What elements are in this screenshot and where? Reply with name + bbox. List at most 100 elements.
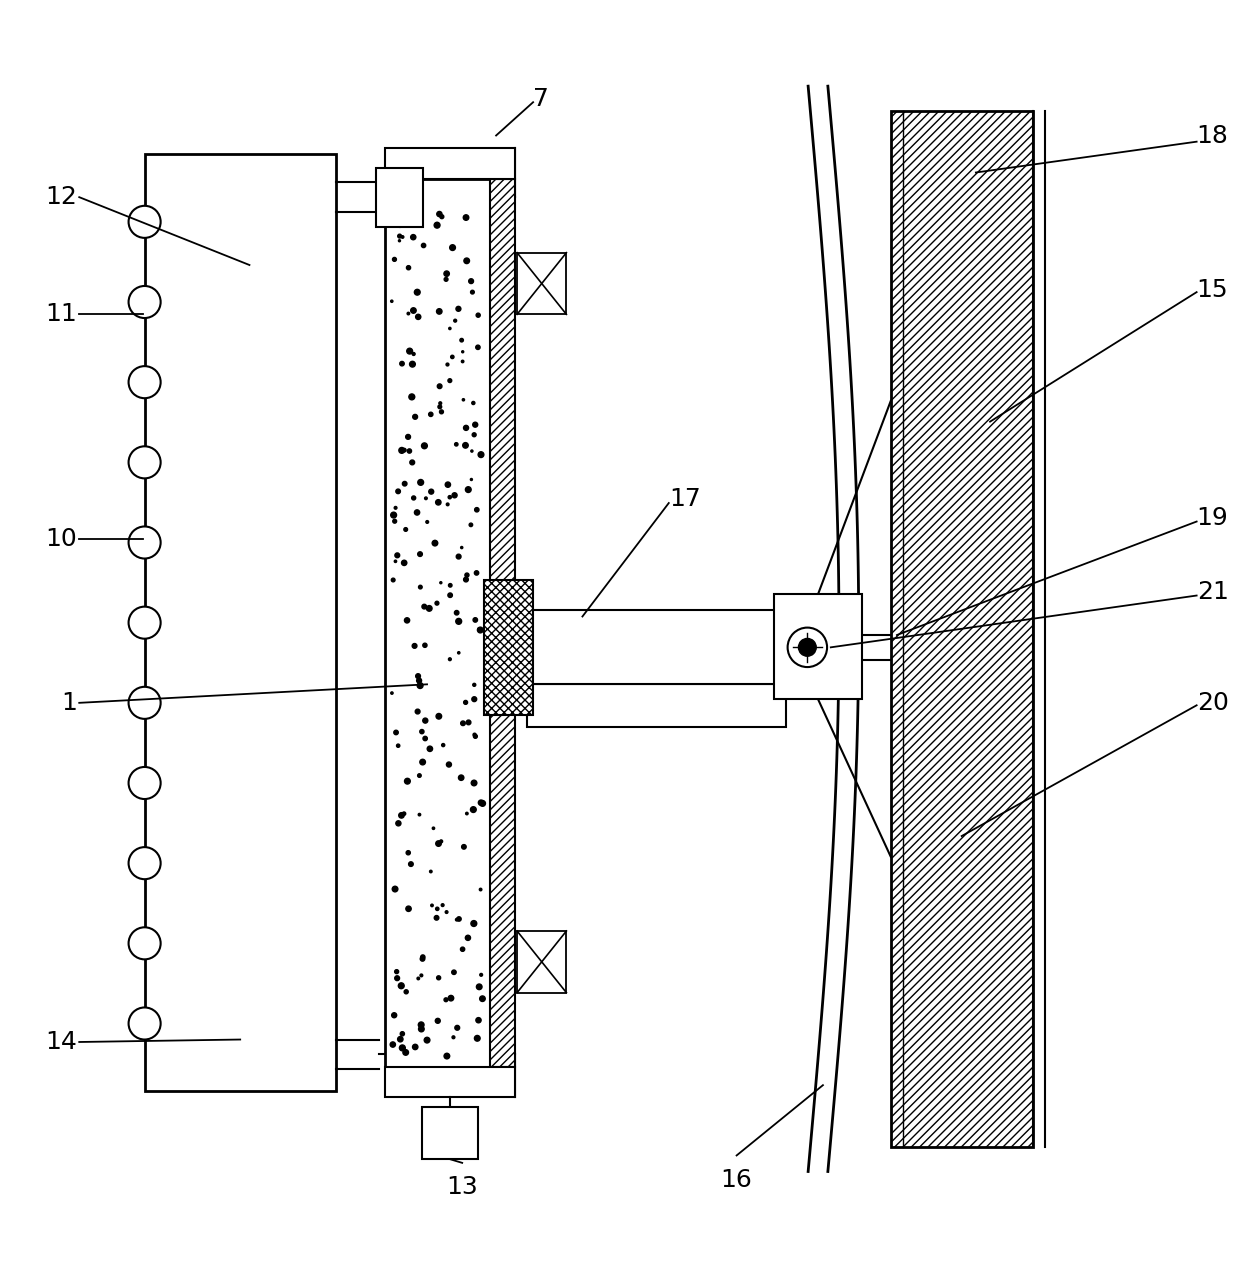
Text: 12: 12 (45, 185, 77, 210)
Point (404, 488, 424, 508)
Bar (517, 253, 567, 315)
Point (410, 472, 430, 493)
Point (472, 988, 492, 1008)
Point (398, 258, 418, 278)
Circle shape (129, 687, 161, 719)
Point (444, 963, 464, 983)
Point (441, 988, 461, 1008)
Point (464, 799, 484, 819)
Point (392, 975, 412, 996)
Point (427, 215, 446, 235)
Circle shape (129, 607, 161, 639)
Text: 14: 14 (45, 1030, 77, 1054)
Point (398, 842, 418, 862)
Point (404, 196, 424, 216)
Point (443, 237, 463, 258)
Point (392, 1038, 412, 1058)
Point (458, 927, 477, 947)
Bar (490, 179, 515, 1067)
Point (387, 968, 407, 988)
Text: 18: 18 (1197, 123, 1229, 147)
Circle shape (787, 627, 827, 667)
Point (408, 665, 428, 686)
Point (383, 505, 403, 526)
Point (440, 585, 460, 606)
Point (392, 353, 412, 373)
Point (430, 376, 450, 396)
Point (389, 231, 409, 251)
Point (387, 961, 407, 982)
Bar (484, 579, 533, 715)
Point (422, 481, 441, 502)
Text: 20: 20 (1197, 691, 1229, 715)
Point (430, 392, 450, 413)
Circle shape (129, 1007, 161, 1040)
Point (471, 444, 491, 465)
Point (464, 392, 484, 413)
Bar (533, 611, 780, 685)
Point (386, 723, 405, 743)
Text: 16: 16 (720, 1168, 753, 1191)
Point (453, 939, 472, 959)
Point (384, 1005, 404, 1025)
Point (438, 494, 458, 514)
Point (404, 636, 424, 657)
Point (408, 307, 428, 328)
Point (456, 418, 476, 438)
Point (414, 597, 434, 617)
Circle shape (129, 927, 161, 959)
Point (465, 610, 485, 630)
Point (429, 833, 449, 853)
Bar (386, 1067, 515, 1097)
Circle shape (129, 286, 161, 318)
Point (398, 771, 418, 791)
Point (424, 818, 444, 838)
Point (419, 598, 439, 618)
Point (432, 831, 451, 851)
Point (461, 470, 481, 490)
Point (412, 965, 432, 986)
Bar (377, 168, 423, 227)
Point (436, 989, 456, 1010)
Text: 13: 13 (446, 1175, 479, 1199)
Point (408, 701, 428, 721)
Point (413, 752, 433, 772)
Point (469, 1010, 489, 1030)
Point (407, 183, 427, 203)
Text: 10: 10 (45, 527, 77, 551)
Point (388, 735, 408, 756)
Point (410, 577, 430, 597)
Point (402, 387, 422, 408)
Point (383, 1034, 403, 1054)
Point (440, 649, 460, 669)
Point (398, 304, 418, 324)
Point (410, 208, 430, 229)
Point (451, 537, 471, 558)
Point (446, 602, 466, 622)
Point (449, 298, 469, 319)
Point (458, 804, 477, 824)
Point (399, 198, 419, 218)
Point (398, 427, 418, 447)
Point (456, 569, 476, 589)
Point (394, 474, 414, 494)
Point (384, 249, 404, 269)
Point (427, 593, 446, 613)
Point (413, 947, 433, 968)
Bar (386, 147, 515, 179)
Point (436, 902, 456, 922)
Point (445, 485, 465, 505)
Point (456, 207, 476, 227)
Point (469, 977, 489, 997)
Point (389, 226, 409, 246)
Point (386, 879, 405, 899)
Point (405, 1036, 425, 1057)
Point (463, 441, 482, 461)
Point (465, 725, 485, 745)
Point (409, 671, 429, 691)
Point (382, 683, 402, 704)
Point (403, 227, 423, 248)
Point (458, 565, 477, 585)
Point (388, 481, 408, 502)
Bar (145, 154, 336, 1091)
